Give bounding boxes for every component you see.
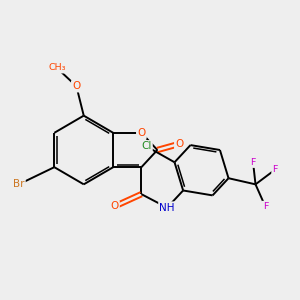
Text: CH₃: CH₃ [48, 63, 65, 72]
Text: O: O [110, 201, 118, 212]
Text: F: F [250, 158, 256, 167]
Text: O: O [175, 139, 184, 149]
Text: Br: Br [13, 179, 25, 189]
Text: NH: NH [159, 203, 175, 213]
Text: O: O [137, 128, 146, 138]
Text: F: F [272, 165, 278, 174]
Text: Cl: Cl [141, 141, 152, 151]
Text: O: O [72, 81, 80, 91]
Text: F: F [262, 202, 268, 211]
